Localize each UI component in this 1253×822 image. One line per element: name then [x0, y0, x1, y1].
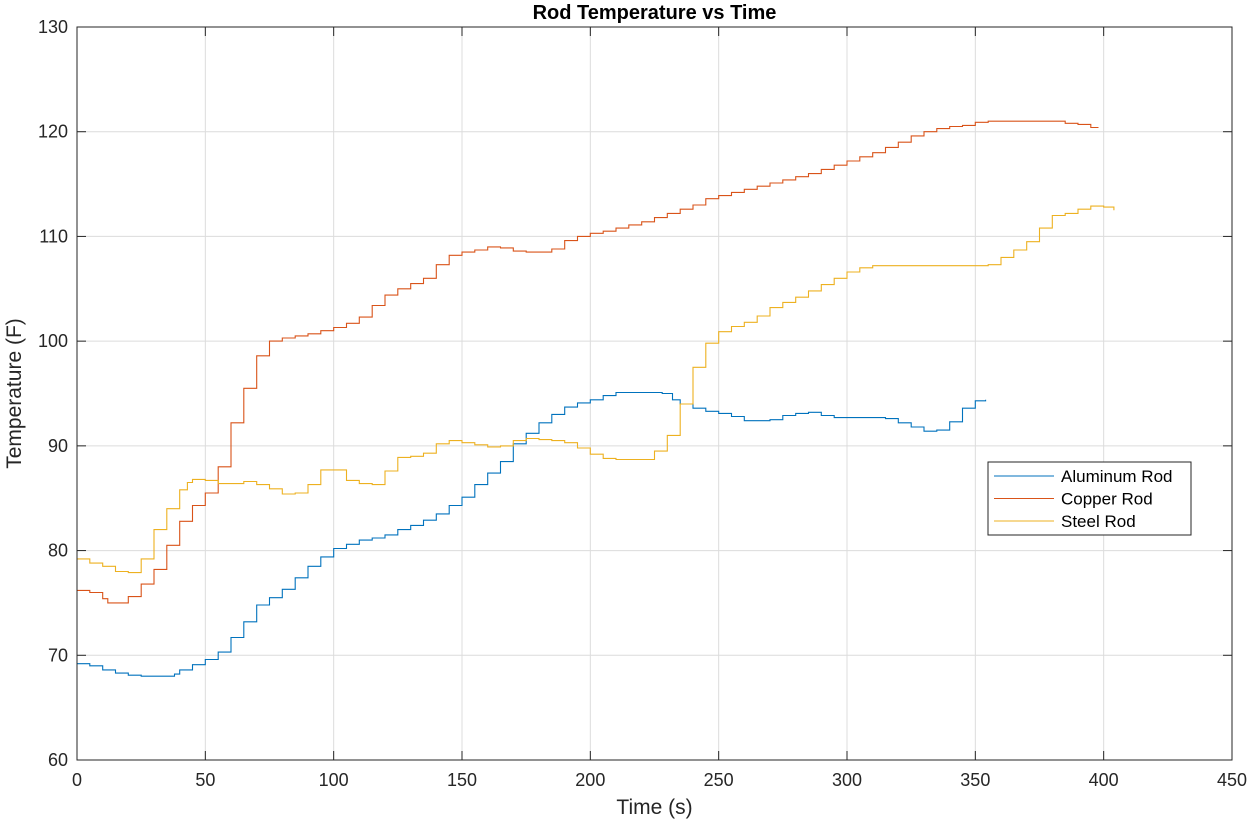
x-tick-label: 350	[960, 770, 990, 790]
x-tick-label: 150	[447, 770, 477, 790]
plot-area	[77, 120, 1115, 677]
x-tick-label: 250	[704, 770, 734, 790]
y-tick-label: 70	[48, 645, 68, 665]
y-tick-label: 130	[38, 17, 68, 37]
x-tick-label: 300	[832, 770, 862, 790]
x-tick-label: 50	[195, 770, 215, 790]
chart-title: Rod Temperature vs Time	[533, 2, 777, 24]
y-tick-label: 80	[48, 541, 68, 561]
x-tick-label: 450	[1217, 770, 1247, 790]
legend: Aluminum Rod Copper Rod Steel Rod	[987, 461, 1192, 536]
series-line-aluminum-rod	[77, 391, 987, 677]
y-tick-label: 110	[39, 226, 68, 246]
legend-label-aluminum-rod: Aluminum Rod	[1061, 467, 1173, 486]
y-axis-label: Temperature (F)	[3, 318, 26, 469]
series-line-steel-rod	[77, 205, 1115, 574]
y-tick-label: 100	[38, 331, 68, 351]
x-tick-label: 0	[72, 770, 82, 790]
tick-labels: 0 50 100 150 200 250 300 350 400 450 60 70 80 90 100 11…	[38, 17, 1247, 790]
legend-label-copper-rod: Copper Rod	[1061, 490, 1153, 509]
axes-box	[76, 26, 1233, 761]
x-axis-label: Time (s)	[616, 796, 692, 819]
legend-label-steel-rod: Steel Rod	[1061, 512, 1136, 531]
x-tick-label: 100	[319, 770, 349, 790]
axis-ticks	[76, 26, 1233, 761]
series-line-copper-rod	[77, 120, 1099, 604]
y-tick-label: 90	[48, 436, 68, 456]
grid-lines	[77, 27, 1232, 760]
y-tick-label: 60	[48, 750, 68, 770]
y-tick-label: 120	[38, 122, 68, 142]
x-tick-label: 200	[575, 770, 605, 790]
x-tick-label: 400	[1089, 770, 1119, 790]
